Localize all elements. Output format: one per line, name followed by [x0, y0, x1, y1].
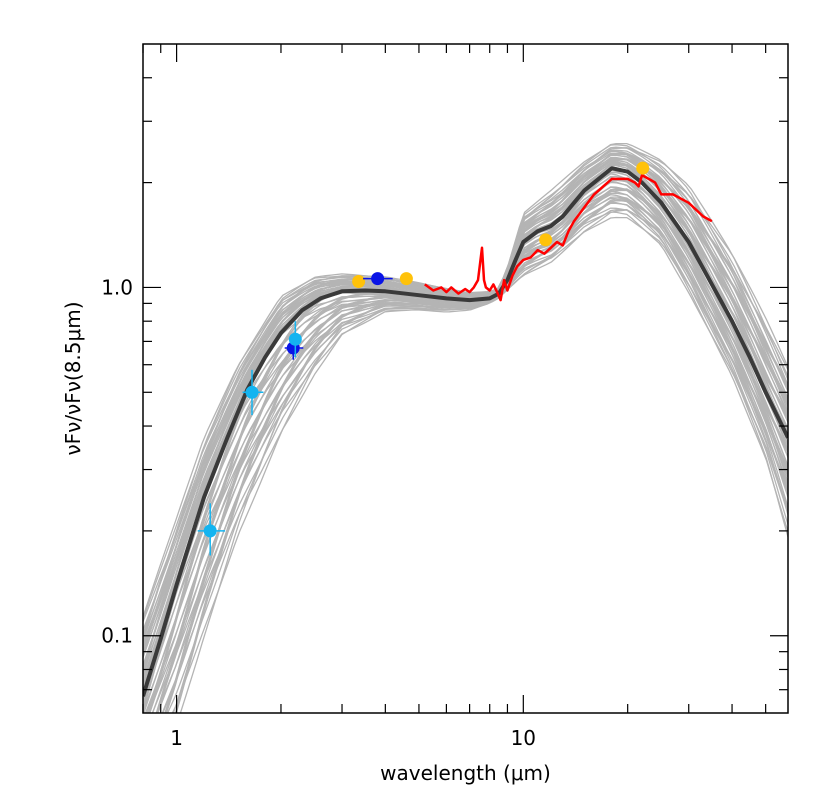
- model-grid-curve: [143, 190, 788, 713]
- y-tick-label: 1.0: [101, 275, 133, 299]
- photometry-point: [636, 161, 650, 175]
- model-grid-curve: [156, 197, 788, 713]
- photometry-point: [352, 275, 366, 289]
- plot-frame: [142, 43, 789, 714]
- x-tick-label: 10: [511, 726, 536, 750]
- ticks-layer: [142, 44, 788, 713]
- photometry-point: [197, 503, 226, 556]
- model-grid-curve: [143, 142, 788, 638]
- y-tick-label: 0.1: [101, 624, 133, 648]
- model-grid-curve: [164, 192, 788, 713]
- best-fit-line: [143, 166, 788, 697]
- photometry-point: [539, 233, 553, 247]
- spectrum-line: [424, 173, 713, 302]
- model-grid-curve: [143, 144, 788, 618]
- photometry-point: [363, 272, 393, 286]
- x-tick-label: 1: [170, 726, 183, 750]
- x-axis-label: wavelength (μm): [380, 761, 551, 785]
- model-grid-curve: [143, 154, 788, 622]
- photometry-layer: [197, 161, 650, 556]
- tick-labels-layer: 1 10 0.1 1.0: [101, 275, 536, 750]
- y-axis-label: νFν/νFν(8.5μm): [61, 301, 85, 455]
- photometry-point: [399, 272, 413, 286]
- photometry-point: [242, 369, 264, 416]
- series-layer: [143, 166, 788, 697]
- photometry-point: [288, 321, 302, 358]
